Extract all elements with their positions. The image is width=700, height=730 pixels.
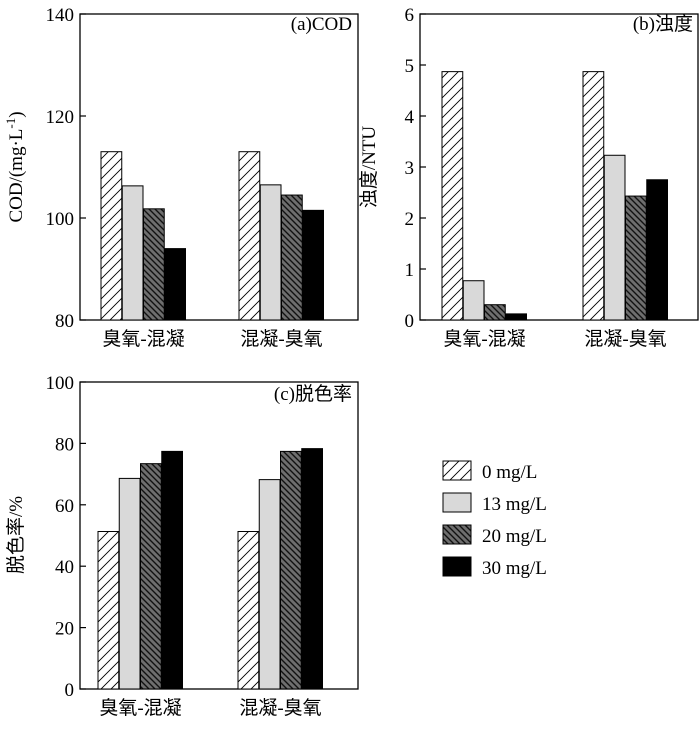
- legend-label-1: 13 mg/L: [482, 494, 547, 515]
- y-tick-label: 120: [46, 107, 75, 128]
- legend-swatch-3: [442, 556, 472, 577]
- legend-label-3: 30 mg/L: [482, 558, 547, 579]
- y-tick-label: 5: [405, 56, 415, 77]
- bar-b-0-2: [484, 304, 506, 321]
- y-tick-label: 80: [55, 434, 74, 455]
- bar-c-0-0: [97, 531, 120, 690]
- bar-b-0-1: [462, 280, 485, 321]
- y-tick-label: 100: [46, 209, 75, 230]
- y-tick-label: 0: [405, 311, 415, 332]
- bar-a-1-3: [302, 209, 324, 321]
- bar-c-0-3: [161, 450, 183, 690]
- chart-panel-a: 80 100 120 140 臭氧-混凝 混凝-臭氧 (a)COD COD/(mg·L-1): [3, 5, 359, 350]
- y-tick-label: 40: [55, 557, 74, 578]
- bar-a-0-0: [100, 151, 123, 321]
- bar-a-0-3: [164, 248, 186, 321]
- bar-c-1-1: [258, 479, 281, 690]
- bar-b-1-2: [625, 195, 647, 321]
- bar-c-1-2: [280, 450, 302, 690]
- y-axis-label: 脱色率/%: [5, 496, 27, 574]
- y-tick-label: 140: [46, 5, 75, 26]
- bar-c-0-1: [118, 477, 141, 690]
- bar-a-1-0: [238, 151, 261, 321]
- plot-frame: [79, 381, 359, 690]
- legend-swatch-1: [442, 492, 472, 513]
- bar-a-1-1: [259, 184, 282, 321]
- x-category-label: 混凝-臭氧: [239, 697, 321, 719]
- plot-frame: [79, 13, 359, 321]
- y-axis-label: 浊度/NTU: [358, 126, 380, 209]
- y-tick-label: 1: [405, 260, 415, 281]
- y-tick-label: 3: [405, 158, 415, 179]
- bar-b-0-0: [441, 71, 464, 321]
- bar-a-0-2: [143, 208, 165, 321]
- legend: 0 mg/L 13 mg/L 20 mg/L 30 mg/L: [442, 460, 547, 579]
- bar-b-1-1: [603, 154, 626, 321]
- chart-title: (c)脱色率: [274, 383, 352, 405]
- chart-title: (a)COD: [291, 14, 352, 35]
- bar-c-1-0: [237, 531, 260, 690]
- x-category-label: 臭氧-混凝: [443, 328, 525, 350]
- x-category-label: 臭氧-混凝: [99, 697, 181, 719]
- y-tick-label: 2: [405, 209, 415, 230]
- y-axis-label: COD/(mg·L-1): [3, 111, 27, 222]
- y-tick-label: 80: [55, 311, 74, 332]
- legend-swatch-2: [442, 524, 472, 545]
- x-category-label: 臭氧-混凝: [102, 328, 184, 350]
- x-category-label: 混凝-臭氧: [584, 328, 666, 350]
- bar-b-0-3: [505, 313, 527, 321]
- y-tick-label: 100: [46, 373, 75, 394]
- legend-swatch-0: [442, 460, 472, 481]
- y-tick-label: 6: [405, 5, 415, 26]
- y-tick-label: 0: [65, 680, 75, 701]
- chart-title: (b)浊度: [633, 13, 693, 35]
- y-tick-label: 20: [55, 619, 74, 640]
- y-tick-label: 4: [405, 107, 415, 128]
- x-category-label: 混凝-臭氧: [240, 328, 322, 350]
- bar-b-1-3: [646, 179, 668, 321]
- bar-c-0-2: [140, 463, 162, 690]
- bar-b-1-0: [582, 71, 605, 321]
- bar-c-1-3: [301, 448, 323, 690]
- bar-a-0-1: [121, 185, 144, 321]
- y-tick-label: 60: [55, 496, 74, 517]
- legend-label-0: 0 mg/L: [482, 462, 537, 483]
- bar-a-1-2: [281, 194, 303, 321]
- legend-label-2: 20 mg/L: [482, 526, 547, 547]
